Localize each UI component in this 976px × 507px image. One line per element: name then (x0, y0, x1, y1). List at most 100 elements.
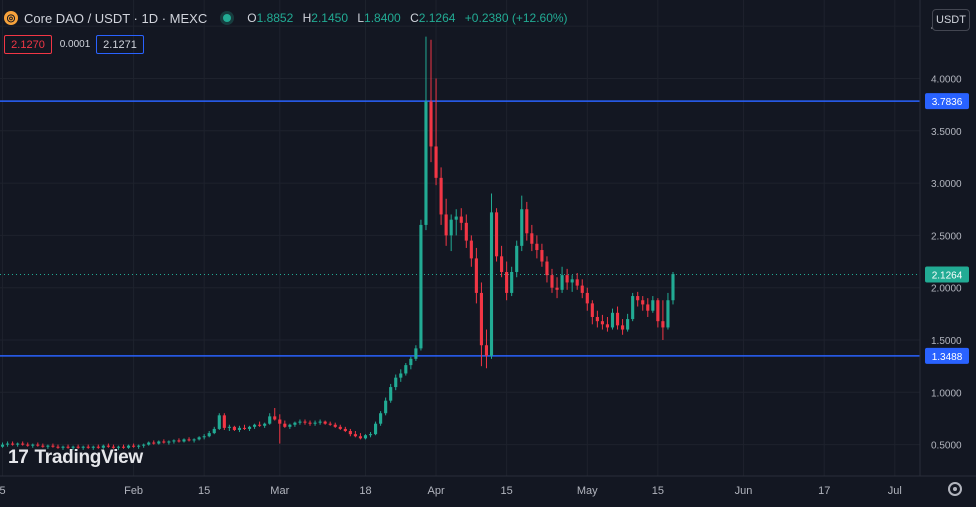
candle-body (81, 446, 85, 448)
candle-body (535, 243, 539, 251)
y-tick-label: 1.5000 (931, 336, 962, 347)
grid-lines (0, 0, 920, 476)
candle-body (278, 419, 282, 424)
candle-body (605, 324, 610, 328)
high-label: H (302, 11, 312, 25)
candle-body (520, 209, 524, 246)
candle-body (116, 446, 121, 448)
candle-body (525, 209, 529, 234)
coin-logo-icon: ◎ (4, 11, 18, 25)
x-axis[interactable]: 5 Feb 15 Mar 18 Apr 15 May 15 Jun 17 Jul (0, 485, 902, 497)
candle-body (132, 445, 136, 447)
candle-body (671, 274, 675, 301)
high-value: 2.1450 (311, 11, 348, 25)
tradingview-mark-icon: 17 (8, 447, 29, 468)
spread-value: 0.0001 (59, 39, 91, 50)
candle-body (5, 443, 10, 445)
candle-body (555, 287, 559, 290)
last-price-label: 2.1264 (932, 270, 963, 281)
settings-icon[interactable] (948, 482, 962, 496)
market-status-icon[interactable] (223, 14, 232, 22)
x-tick-label: 5 (0, 485, 6, 497)
candle-body (202, 436, 206, 438)
candle-body (197, 437, 201, 440)
chart-header: ◎ Core DAO / USDT · 1D · MEXC O1.8852 H2… (0, 8, 574, 28)
candle-body (631, 296, 635, 320)
level-price-tag (925, 93, 969, 110)
candle-body (661, 321, 665, 328)
x-tick-label: 17 (818, 485, 830, 497)
candle-body (464, 222, 468, 241)
candle-body (293, 422, 297, 425)
buy-button[interactable]: 2.1271 (96, 35, 144, 54)
candle-body (358, 436, 363, 439)
candle-body (46, 445, 50, 447)
candle-body (247, 426, 252, 429)
sell-button[interactable]: 2.1270 (4, 35, 52, 54)
candle-body (26, 444, 30, 446)
candle-body (31, 444, 35, 446)
y-tick-label: 3.5000 (931, 127, 962, 138)
y-axis[interactable]: 4.50004.00003.50003.00002.50002.00001.50… (931, 22, 962, 451)
level-price-tag (925, 347, 969, 364)
candle-body (91, 446, 95, 448)
candle-body (41, 445, 45, 447)
candle-body (419, 224, 423, 349)
candle-body (510, 272, 514, 293)
candle-body (76, 446, 80, 448)
candle-body (338, 426, 342, 429)
candle-body (303, 421, 307, 423)
y-tick-label: 3.0000 (931, 179, 962, 190)
currency-select[interactable]: USDT (932, 9, 970, 31)
candle-body (515, 245, 519, 272)
candle-body (222, 415, 226, 428)
candle-body (394, 377, 398, 388)
candle-body (651, 300, 655, 311)
level-price-label: 3.7836 (932, 97, 963, 108)
candle-body (36, 444, 40, 446)
candle-body (459, 216, 463, 223)
symbol-title[interactable]: Core DAO / USDT · 1D · MEXC (24, 10, 208, 26)
x-tick-label: Jun (735, 485, 753, 497)
candle-body (575, 279, 579, 286)
candle-body (368, 434, 373, 436)
candle-body (212, 428, 216, 434)
candle-body (590, 303, 594, 317)
horizontal-lines (0, 100, 920, 357)
candle-body (636, 296, 640, 301)
candle-body (489, 212, 494, 356)
low-label: L (357, 11, 365, 25)
y-tick-label: 2.5000 (931, 231, 962, 242)
candle-body (429, 101, 433, 147)
candle-body (16, 443, 20, 445)
candles (0, 36, 675, 450)
candle-body (61, 446, 65, 448)
close-label: C (410, 11, 419, 25)
x-tick-label: 15 (652, 485, 664, 497)
tradingview-logo[interactable]: 17 TradingView (8, 447, 143, 469)
candle-body (656, 300, 660, 322)
x-tick-label: 18 (359, 485, 371, 497)
tradingview-brand: TradingView (34, 447, 144, 468)
candle-body (545, 261, 549, 276)
candle-body (308, 422, 312, 424)
open-label: O (247, 11, 257, 25)
candle-body (626, 319, 630, 330)
candle-body (389, 387, 393, 401)
candle-body (621, 325, 625, 330)
candle-body (152, 442, 156, 444)
candle-body (111, 446, 115, 448)
candle-body (177, 440, 181, 442)
candle-body (283, 423, 287, 427)
candle-body (313, 422, 317, 424)
x-tick-label: 15 (198, 485, 210, 497)
candle-body (404, 365, 408, 374)
candle-body (288, 424, 292, 427)
candle-body (263, 423, 267, 426)
candle-body (379, 413, 383, 424)
candle-body (500, 256, 504, 272)
candle-body (147, 442, 151, 445)
candle-body (560, 275, 564, 290)
candle-body (172, 440, 176, 442)
